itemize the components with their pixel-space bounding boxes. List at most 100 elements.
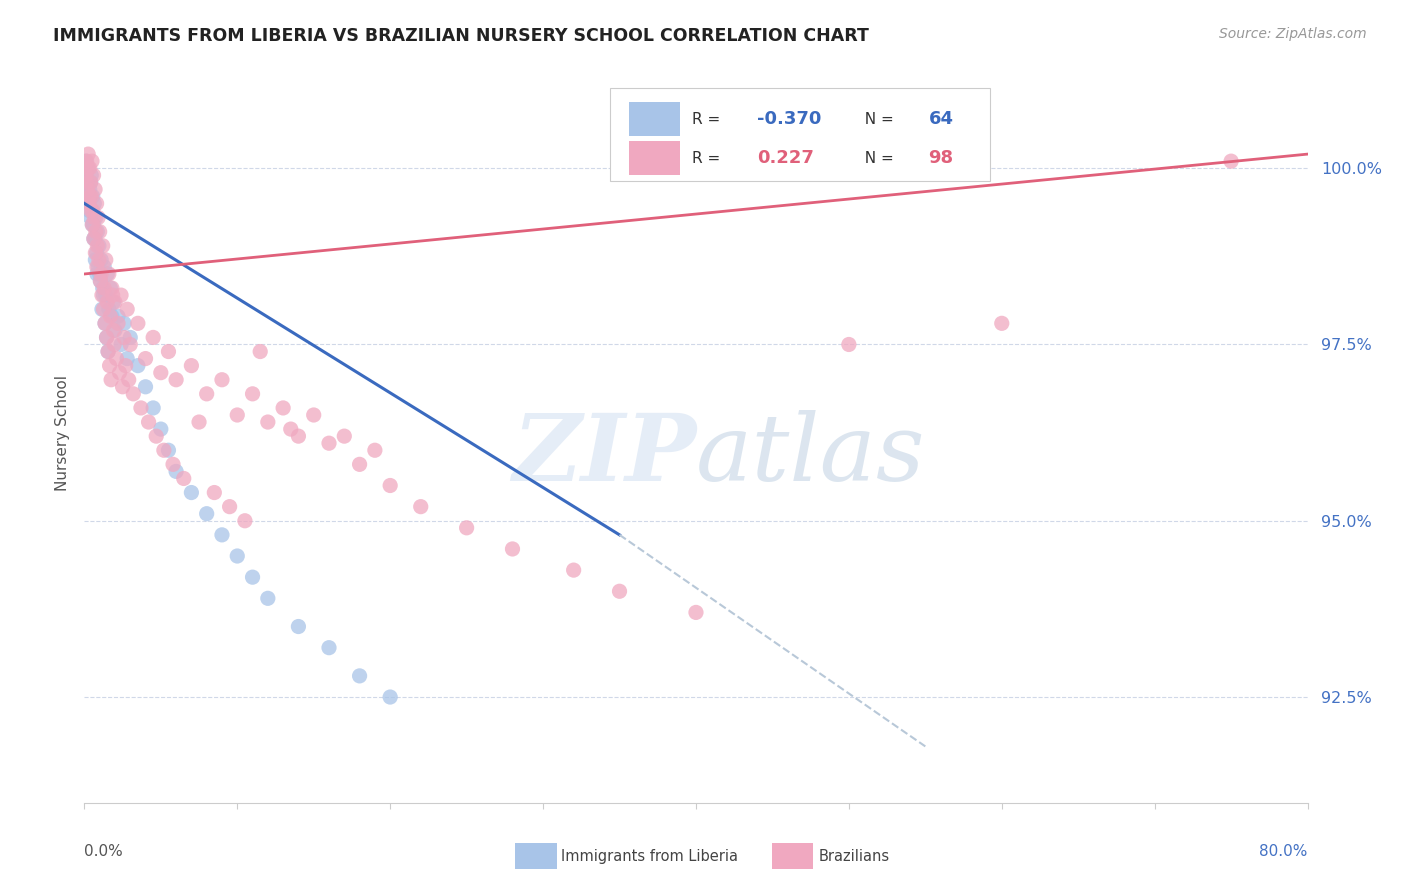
Point <box>90 252 112 267</box>
Point <box>77 196 100 211</box>
Point <box>127 359 149 373</box>
Y-axis label: Nursery School: Nursery School <box>55 375 70 491</box>
Point <box>86 225 108 239</box>
Point <box>115 351 138 366</box>
Point <box>82 189 104 203</box>
Point <box>211 528 233 542</box>
Text: 64: 64 <box>928 111 953 128</box>
Point <box>211 373 233 387</box>
Point <box>122 387 145 401</box>
Point <box>838 337 860 351</box>
Point <box>226 408 249 422</box>
Point <box>84 182 107 196</box>
Point <box>257 591 280 606</box>
Point <box>94 316 117 330</box>
Point <box>1220 154 1243 169</box>
Point <box>129 401 152 415</box>
Point <box>89 274 111 288</box>
Point <box>89 267 111 281</box>
Point <box>82 218 104 232</box>
Point <box>364 443 387 458</box>
Point <box>609 584 631 599</box>
Point <box>75 154 97 169</box>
Point <box>165 373 187 387</box>
Point <box>142 401 165 415</box>
Point <box>107 310 129 324</box>
Point <box>76 182 98 196</box>
Point <box>91 281 114 295</box>
Point <box>562 563 585 577</box>
Point <box>233 514 256 528</box>
Text: -0.370: -0.370 <box>758 111 821 128</box>
Point <box>349 458 371 472</box>
Point <box>96 330 118 344</box>
Point <box>218 500 240 514</box>
Point <box>94 288 117 302</box>
Point <box>456 521 478 535</box>
Text: N =: N = <box>855 151 898 166</box>
Point <box>76 182 98 196</box>
Point <box>83 168 105 182</box>
FancyBboxPatch shape <box>515 843 557 870</box>
Point <box>104 323 127 337</box>
Point <box>79 182 101 196</box>
Point <box>101 288 124 302</box>
Point <box>79 161 101 176</box>
Point <box>202 485 225 500</box>
Point <box>96 330 118 344</box>
Point <box>83 196 105 211</box>
Point <box>110 288 132 302</box>
Text: Immigrants from Liberia: Immigrants from Liberia <box>561 848 738 863</box>
Point <box>89 225 111 239</box>
Point <box>87 260 110 274</box>
Point <box>80 154 103 169</box>
Point <box>280 422 302 436</box>
Point <box>173 471 195 485</box>
Point <box>76 161 98 176</box>
Point <box>242 570 264 584</box>
Point <box>120 330 142 344</box>
Point <box>180 359 202 373</box>
Point <box>93 281 115 295</box>
Text: N =: N = <box>855 112 898 127</box>
Point <box>97 344 120 359</box>
Point <box>105 351 128 366</box>
Point <box>100 373 122 387</box>
Text: 98: 98 <box>928 150 953 168</box>
Point <box>87 211 110 225</box>
Point <box>79 175 101 189</box>
Point <box>76 175 98 189</box>
Point <box>135 351 157 366</box>
Point <box>91 239 114 253</box>
Point <box>165 464 187 478</box>
Point <box>226 549 249 563</box>
Point <box>97 267 120 281</box>
Text: 0.0%: 0.0% <box>84 844 124 858</box>
Text: IMMIGRANTS FROM LIBERIA VS BRAZILIAN NURSERY SCHOOL CORRELATION CHART: IMMIGRANTS FROM LIBERIA VS BRAZILIAN NUR… <box>53 27 869 45</box>
Point <box>103 295 125 310</box>
Text: atlas: atlas <box>696 409 925 500</box>
Point <box>83 232 105 246</box>
Point <box>80 168 103 182</box>
Point <box>188 415 211 429</box>
Point <box>76 189 98 203</box>
Point <box>162 458 184 472</box>
Point <box>502 541 524 556</box>
Point <box>120 337 142 351</box>
Point <box>318 436 340 450</box>
Point <box>77 161 100 176</box>
Point <box>112 330 135 344</box>
Point <box>114 359 136 373</box>
Point <box>94 252 117 267</box>
Point <box>991 316 1014 330</box>
Point <box>107 316 129 330</box>
Point <box>77 147 100 161</box>
FancyBboxPatch shape <box>628 142 681 176</box>
Point <box>127 316 149 330</box>
FancyBboxPatch shape <box>610 88 990 181</box>
Point <box>94 316 117 330</box>
Point <box>685 606 707 620</box>
Point <box>96 267 118 281</box>
Point <box>149 366 172 380</box>
Point <box>93 302 115 317</box>
